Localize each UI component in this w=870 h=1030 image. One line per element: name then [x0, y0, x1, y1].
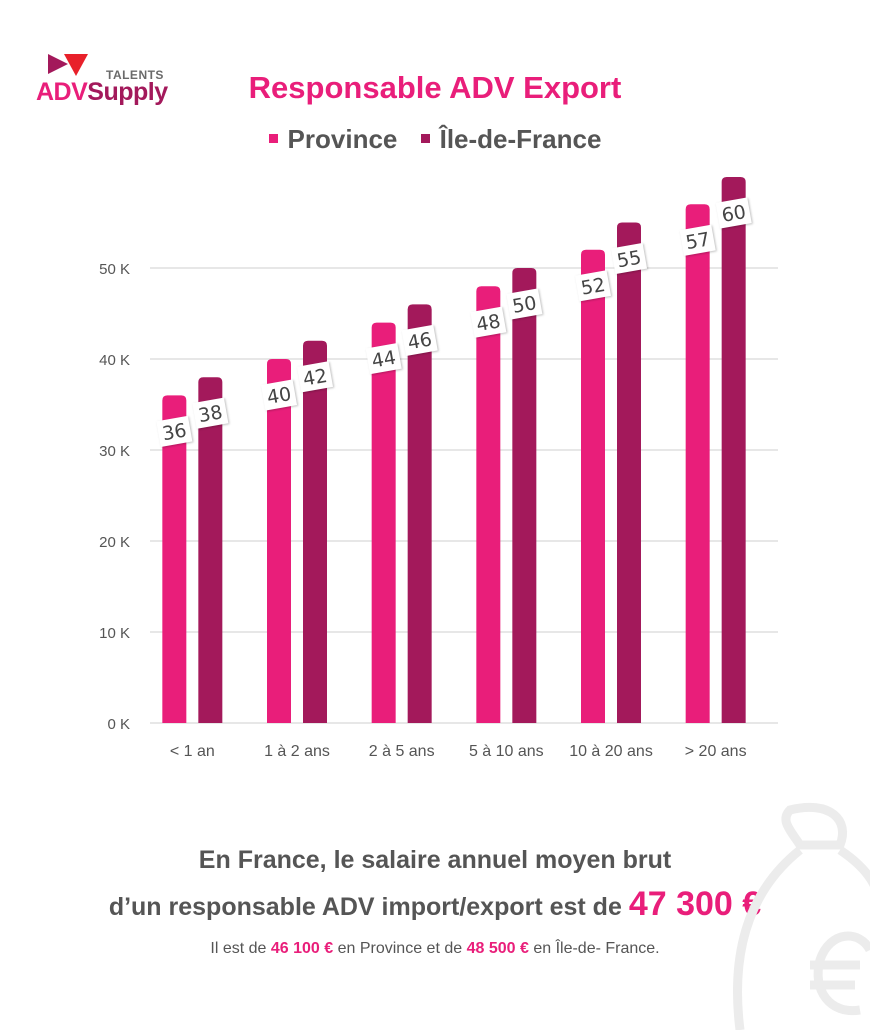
- data-label-text: 55: [615, 247, 643, 273]
- advsupply-logo: TALENTS ADVSupply: [36, 52, 186, 108]
- summary-line-2: d’un responsable ADV import/export est d…: [108, 885, 762, 923]
- x-tick-label: > 20 ans: [685, 743, 747, 760]
- data-label-text: 36: [161, 419, 189, 445]
- logo-wordmark: ADVSupply: [36, 78, 168, 106]
- bar-idf: [617, 222, 641, 723]
- data-label-text: 57: [684, 228, 712, 254]
- province-salary: 46 100 €: [270, 940, 334, 957]
- y-tick-label: 0 K: [107, 716, 130, 733]
- bar-province: [162, 395, 187, 723]
- average-salary: 47 300 €: [628, 885, 762, 923]
- x-tick-label: < 1 an: [170, 743, 215, 760]
- y-tick-label: 10 K: [99, 625, 130, 642]
- x-tick-label: 10 à 20 ans: [569, 743, 653, 760]
- data-label: 42: [296, 361, 334, 393]
- data-label: 36: [156, 415, 193, 447]
- data-label-text: 52: [579, 274, 607, 300]
- x-tick-label: 5 à 10 ans: [469, 743, 544, 760]
- money-bag-euro-icon: [733, 802, 870, 1030]
- data-label: 48: [470, 306, 507, 338]
- bar-idf: [303, 340, 327, 723]
- data-label: 38: [192, 397, 229, 429]
- chart-title: Responsable ADV Export: [248, 70, 622, 105]
- logo-talents: TALENTS: [106, 68, 164, 82]
- data-label-text: 38: [197, 401, 225, 427]
- data-label: 60: [715, 197, 752, 229]
- data-label: 46: [401, 324, 438, 356]
- data-label-text: 42: [301, 365, 329, 391]
- bar-chart: 0 K 10 K 20 K 30 K 40 K 50 K 36 38 < 1 an 40 42 1 à…: [99, 177, 778, 760]
- y-tick-label: 30 K: [99, 443, 130, 460]
- data-label: 57: [679, 224, 716, 256]
- data-label-text: 46: [406, 328, 434, 354]
- x-tick-label: 1 à 2 ans: [264, 743, 330, 760]
- legend-item-idf: Île-de-France: [420, 124, 601, 154]
- bar-idf: [198, 377, 223, 723]
- data-label-text: 40: [265, 383, 293, 409]
- bar-province: [581, 249, 605, 724]
- bar-idf: [721, 177, 746, 723]
- data-label-text: 60: [720, 201, 748, 227]
- y-tick-label: 40 K: [99, 352, 130, 369]
- data-label: 50: [506, 288, 543, 320]
- y-tick-label: 20 K: [99, 534, 130, 551]
- data-label-text: 44: [370, 347, 398, 373]
- logo-triangles-icon: [48, 54, 88, 76]
- data-label-text: 48: [475, 310, 503, 336]
- bar-idf: [512, 268, 537, 723]
- data-label: 55: [610, 242, 648, 275]
- bar-province: [685, 204, 710, 724]
- y-tick-label: 50 K: [99, 261, 130, 278]
- data-label: 40: [260, 379, 298, 411]
- data-label-text: 50: [511, 292, 539, 318]
- bar-idf: [407, 304, 432, 723]
- summary-line-1: En France, le salaire annuel moyen brut: [198, 846, 672, 874]
- chart-legend: Province Île-de-France: [0, 124, 870, 155]
- x-tick-label: 2 à 5 ans: [369, 743, 435, 760]
- bar-province: [267, 359, 291, 723]
- summary-subtext: Il est de 46 100 € en Province et de 48 …: [210, 940, 660, 957]
- bar-province: [476, 286, 501, 723]
- legend-item-province: Province: [268, 124, 397, 154]
- summary-text: En France, le salaire annuel moyen brut …: [0, 838, 870, 929]
- data-label: 52: [574, 270, 612, 302]
- bar-province: [371, 322, 396, 723]
- idf-salary: 48 500 €: [466, 940, 529, 957]
- data-label: 44: [365, 343, 402, 375]
